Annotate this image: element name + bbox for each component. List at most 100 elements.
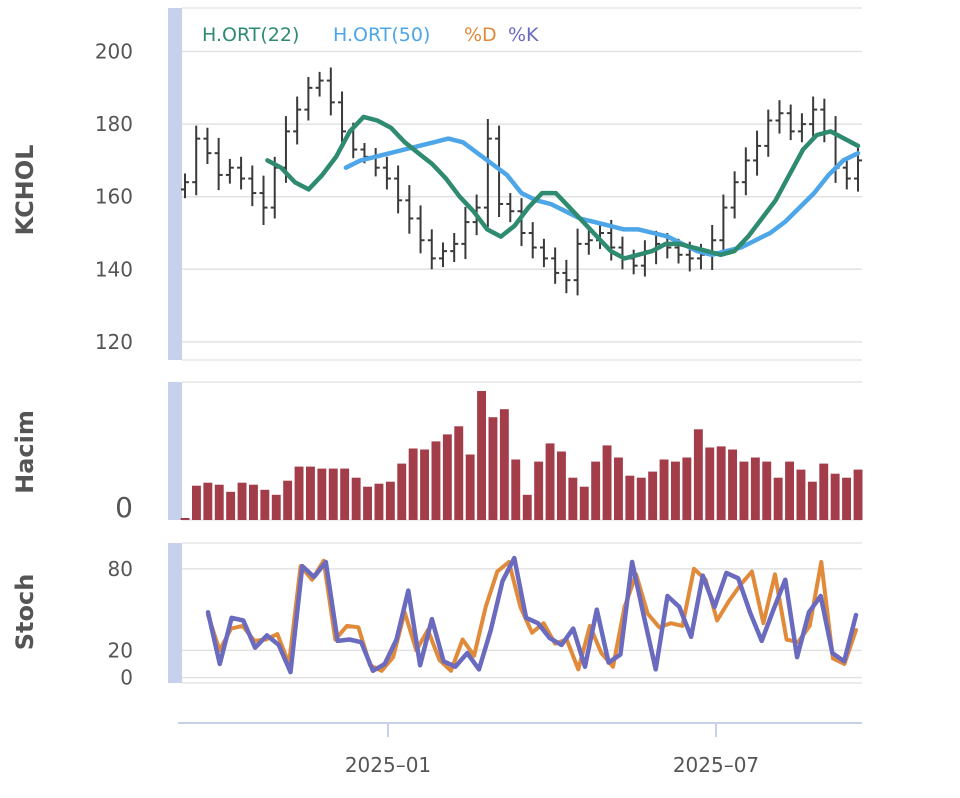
volume-bar: [294, 466, 304, 520]
volume-bar: [283, 480, 293, 520]
volume-bar: [785, 461, 794, 520]
ohlc-bar: [304, 76, 313, 121]
legend-ma22[interactable]: H.ORT(22): [202, 24, 299, 46]
ohlc-bar: [237, 156, 246, 190]
ohlc-bar: [730, 171, 739, 219]
ohlc-bar: [248, 165, 257, 207]
volume-bar: [716, 446, 726, 520]
legend-stoch-d[interactable]: %D: [464, 24, 497, 46]
ohlc-bar: [797, 113, 806, 143]
ohlc-bar: [371, 148, 380, 177]
ohlc-bar: [741, 147, 750, 196]
ohlc-bar: [842, 156, 851, 190]
ohlc-bar: [539, 238, 548, 268]
price-panel-title: KCHOL: [11, 145, 39, 236]
moving-average-lines: [265, 114, 861, 261]
volume-bar: [853, 469, 863, 520]
ohlc-bar: [181, 173, 189, 199]
x-tick-label-2025-01: 2025–01: [345, 753, 431, 777]
volume-bar: [260, 489, 270, 520]
volume-bar: [682, 457, 692, 520]
volume-bar: [648, 471, 658, 520]
ma50-line: [343, 136, 861, 258]
volume-bar: [705, 447, 715, 520]
volume-bar: [842, 477, 851, 520]
volume-panel-scrollbar[interactable]: [168, 382, 182, 520]
ohlc-bar: [338, 91, 347, 143]
volume-bar: [807, 481, 817, 520]
volume-bar: [249, 484, 258, 520]
ohlc-bar: [708, 225, 717, 271]
volume-bar: [306, 466, 315, 520]
ohlc-bar: [786, 104, 795, 141]
volume-bar: [477, 391, 486, 520]
ohlc-bar: [315, 71, 324, 97]
ohlc-bar: [450, 232, 459, 263]
ohlc-bar: [438, 242, 447, 268]
stochastic-panel-title: Stoch: [11, 574, 39, 651]
price-y-tick-labels: 120 140 160 180 200: [95, 40, 133, 354]
price-panel-scrollbar[interactable]: [168, 8, 182, 360]
volume-bar: [614, 457, 623, 520]
volume-bar: [796, 469, 806, 520]
stochastic-y-tick: 80: [108, 557, 133, 581]
ohlc-bar: [326, 67, 335, 116]
ohlc-bar: [764, 109, 773, 157]
ohlc-bar: [618, 236, 627, 270]
volume-bar: [351, 477, 361, 520]
stoch-k-line: [205, 555, 859, 675]
ohlc-bar: [427, 229, 436, 270]
volume-bar: [602, 445, 612, 520]
ohlc-bar: [719, 194, 728, 254]
ohlc-bar: [394, 165, 403, 214]
volume-bar: [773, 477, 783, 520]
volume-bar: [591, 461, 601, 520]
ohlc-bar: [809, 96, 818, 138]
volume-bar: [728, 449, 737, 520]
ohlc-bars: [181, 67, 862, 296]
price-y-tick: 180: [95, 112, 133, 136]
ohlc-bar: [192, 125, 201, 196]
volume-bar: [830, 473, 840, 520]
ohlc-bar: [293, 96, 302, 145]
volume-bar: [762, 461, 772, 520]
volume-bars: [180, 391, 863, 520]
price-y-tick: 140: [95, 257, 133, 281]
ohlc-bar: [584, 229, 593, 255]
volume-y-tick-labels: 0: [115, 491, 133, 524]
ohlc-bar: [573, 228, 582, 296]
volume-bar: [192, 485, 201, 520]
ohlc-bar: [753, 130, 762, 176]
stochastic-y-tick: 0: [120, 666, 133, 690]
volume-bar: [819, 463, 829, 520]
stochastic-y-tick-labels: 0 20 80: [108, 557, 133, 690]
volume-bar: [579, 486, 589, 520]
ohlc-bar: [517, 198, 526, 247]
volume-bar: [397, 463, 407, 520]
volume-bar: [237, 482, 247, 520]
stochastic-panel-scrollbar[interactable]: [168, 543, 182, 683]
volume-bar: [374, 483, 384, 520]
volume-bar: [499, 409, 509, 520]
volume-bar: [363, 486, 372, 520]
ohlc-bar: [259, 175, 268, 226]
legend: H.ORT(22) H.ORT(50) %D %K: [202, 24, 539, 46]
stochastic-lines: [205, 555, 859, 675]
volume-bar: [317, 468, 327, 520]
volume-bar: [340, 468, 350, 520]
legend-stoch-k[interactable]: %K: [508, 24, 539, 46]
legend-ma50[interactable]: H.ORT(50): [333, 24, 430, 46]
volume-bar: [226, 491, 236, 520]
volume-bar: [568, 477, 578, 520]
volume-bar: [693, 429, 703, 520]
volume-bar: [488, 417, 498, 520]
volume-bar: [636, 477, 646, 520]
ohlc-bar: [405, 185, 414, 234]
volume-bar: [659, 459, 669, 520]
volume-bar: [271, 494, 281, 520]
ohlc-bar: [775, 100, 784, 134]
price-y-tick: 200: [95, 40, 133, 64]
ohlc-bar: [528, 222, 537, 259]
volume-bar: [203, 482, 213, 520]
stochastic-y-tick: 20: [108, 638, 133, 662]
